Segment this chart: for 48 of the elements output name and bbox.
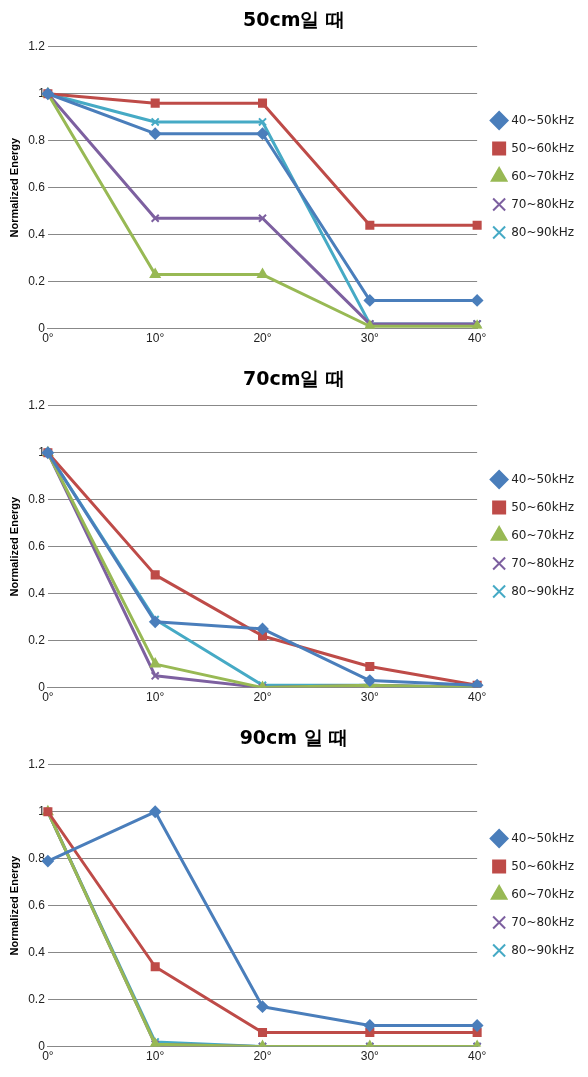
legend-label: 70~80kHz bbox=[511, 196, 575, 211]
y-tick-label: 0.4 bbox=[28, 944, 46, 959]
y-tick-label: 0.2 bbox=[28, 273, 46, 288]
legend-label: 60~70kHz bbox=[511, 168, 575, 183]
x-tick-label: 20° bbox=[253, 690, 272, 705]
y-tick-label: 0.8 bbox=[28, 851, 46, 866]
y-tick-label: 0.2 bbox=[28, 632, 46, 647]
y-tick-label: 0.2 bbox=[28, 991, 46, 1006]
x-tick-label: 40° bbox=[468, 1049, 487, 1064]
chart-title: 70cm일 때 bbox=[242, 367, 346, 390]
legend-label: 40~50kHz bbox=[511, 830, 575, 845]
y-tick-label: 0.8 bbox=[28, 133, 46, 148]
y-axis-title: Normalized Energy bbox=[7, 137, 20, 238]
y-tick-label: 1.2 bbox=[28, 398, 46, 413]
x-tick-label: 40° bbox=[468, 690, 487, 705]
legend-label: 60~70kHz bbox=[511, 886, 575, 901]
y-tick-label: 0.6 bbox=[28, 898, 46, 913]
legend-label: 50~60kHz bbox=[511, 499, 575, 514]
x-tick-label: 30° bbox=[360, 690, 380, 705]
y-tick-label: 1.2 bbox=[28, 39, 46, 54]
legend-label: 50~60kHz bbox=[511, 858, 575, 873]
x-tick-label: 10° bbox=[146, 690, 165, 705]
legend-label: 40~50kHz bbox=[511, 471, 575, 486]
legend-label: 70~80kHz bbox=[511, 914, 575, 929]
x-tick-label: 30° bbox=[360, 1049, 380, 1064]
legend-label: 80~90kHz bbox=[511, 942, 575, 957]
legend-label: 70~80kHz bbox=[511, 555, 575, 570]
y-axis-title: Normalized Energy bbox=[7, 855, 20, 956]
x-tick-label: 10° bbox=[146, 1049, 165, 1064]
legend-label: 40~50kHz bbox=[511, 112, 575, 127]
legend-label: 60~70kHz bbox=[511, 527, 575, 542]
legend-label: 80~90kHz bbox=[511, 224, 575, 239]
chart-title: 90cm 일 때 bbox=[239, 726, 349, 749]
x-tick-label: 20° bbox=[253, 1049, 272, 1064]
legend-label: 80~90kHz bbox=[511, 583, 575, 598]
y-tick-label: 0.4 bbox=[28, 226, 46, 241]
chart-title: 50cm일 때 bbox=[242, 8, 346, 31]
x-tick-label: 40° bbox=[468, 331, 487, 346]
y-tick-label: 0.6 bbox=[28, 539, 46, 554]
y-tick-label: 0.4 bbox=[28, 585, 46, 600]
y-tick-label: 1.2 bbox=[28, 757, 46, 772]
legend-label: 50~60kHz bbox=[511, 140, 575, 155]
x-tick-label: 20° bbox=[253, 331, 272, 346]
x-tick-label: 10° bbox=[146, 331, 165, 346]
y-tick-label: 0.8 bbox=[28, 492, 46, 507]
y-tick-label: 0.6 bbox=[28, 180, 46, 195]
y-axis-title: Normalized Energy bbox=[7, 496, 20, 597]
x-tick-label: 30° bbox=[360, 331, 380, 346]
